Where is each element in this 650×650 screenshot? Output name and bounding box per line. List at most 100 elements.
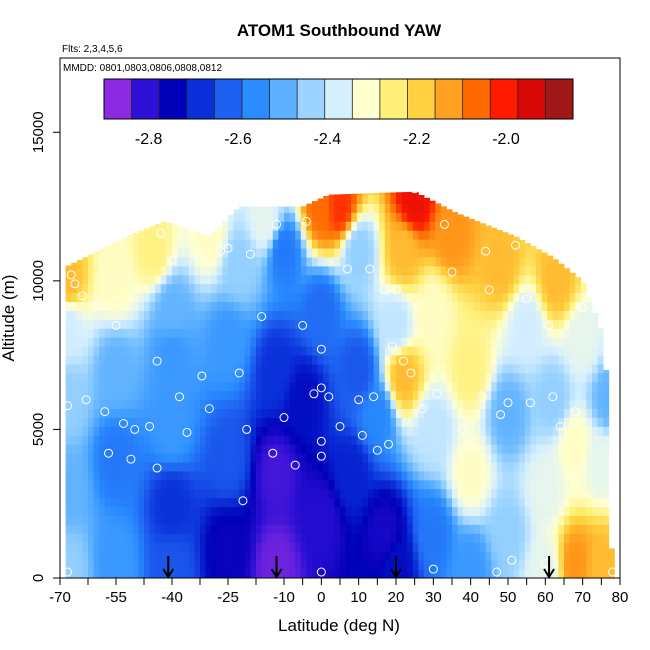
heatmap-cell (278, 248, 285, 258)
heatmap-cell (267, 328, 274, 338)
observation-point (578, 303, 588, 313)
heatmap-cell (356, 506, 363, 516)
heatmap-cell (468, 257, 475, 267)
heatmap-cell (172, 551, 178, 561)
heatmap-cell (256, 506, 262, 516)
heatmap-cell (345, 471, 352, 481)
heatmap-cell (474, 515, 481, 525)
heatmap-cell (384, 444, 391, 454)
heatmap-cell (160, 372, 167, 383)
heatmap-cell (121, 301, 128, 311)
heatmap-cell (323, 266, 330, 276)
heatmap-cell (424, 453, 430, 463)
heatmap-cell (306, 337, 313, 347)
heatmap-cell (480, 283, 486, 294)
heatmap-cell (496, 444, 503, 454)
heatmap-cell (127, 266, 134, 276)
heatmap-cell (552, 453, 559, 463)
heatmap-cell (418, 195, 425, 204)
heatmap-cell (536, 506, 542, 516)
heatmap-cell (244, 506, 251, 516)
heatmap-cell (88, 283, 94, 294)
heatmap-cell (334, 390, 341, 401)
heatmap-cell (440, 453, 447, 463)
heatmap-cell (558, 488, 565, 499)
heatmap-cell (149, 506, 156, 516)
heatmap-cell (379, 390, 386, 401)
heatmap-cell (71, 479, 78, 490)
heatmap-cell (138, 230, 145, 240)
heatmap-cell (446, 346, 453, 356)
heatmap-cell (239, 310, 246, 320)
heatmap-cell (177, 524, 184, 534)
heatmap-cell (71, 408, 78, 418)
heatmap-cell (580, 319, 587, 329)
heatmap-cell (155, 497, 162, 508)
heatmap-cell (362, 542, 369, 552)
heatmap-cell (446, 328, 453, 338)
heatmap-cell (362, 274, 369, 285)
heatmap-cell (356, 488, 363, 499)
heatmap-cell (480, 435, 486, 445)
heatmap-cell (121, 560, 128, 570)
heatmap-cell (424, 248, 430, 258)
heatmap-cell (194, 515, 201, 525)
heatmap-cell (418, 515, 425, 525)
heatmap-cell (71, 301, 78, 311)
heatmap-cell (99, 381, 106, 392)
heatmap-cell (93, 372, 100, 383)
heatmap-cell (289, 417, 296, 427)
heatmap-cell (256, 444, 262, 454)
heatmap-cell (300, 239, 307, 249)
heatmap-cell (121, 515, 128, 525)
heatmap-cell (99, 292, 106, 303)
heatmap-cell (368, 399, 374, 410)
heatmap-cell (110, 417, 117, 427)
heatmap-cell (110, 408, 117, 418)
heatmap-cell (569, 310, 576, 320)
heatmap-cell (368, 212, 374, 222)
heatmap-cell (547, 479, 554, 490)
heatmap-cell (116, 283, 122, 294)
heatmap-cell (373, 239, 380, 249)
heatmap-cell (317, 426, 324, 436)
heatmap-cell (328, 390, 335, 401)
heatmap-cell (65, 560, 72, 570)
heatmap-cell (440, 206, 447, 213)
heatmap-cell (116, 533, 122, 543)
heatmap-cell (524, 364, 531, 374)
heatmap-cell (575, 417, 582, 427)
heatmap-cell (541, 426, 548, 436)
heatmap-cell (491, 462, 498, 472)
heatmap-cell (127, 381, 134, 392)
observation-point (522, 294, 532, 304)
heatmap-cell (508, 390, 514, 401)
heatmap-cell (334, 301, 341, 311)
heatmap-cell (547, 524, 554, 534)
heatmap-cell (104, 246, 111, 249)
heatmap-cell (491, 381, 498, 392)
heatmap-cell (496, 569, 503, 578)
heatmap-cell (272, 515, 279, 525)
heatmap-cell (491, 435, 498, 445)
heatmap-cell (267, 417, 274, 427)
heatmap-cell (463, 497, 470, 508)
heatmap-cell (390, 399, 397, 410)
heatmap-cell (334, 479, 341, 490)
heatmap-cell (457, 230, 464, 240)
heatmap-cell (312, 337, 318, 347)
heatmap-cell (183, 506, 190, 516)
heatmap-cell (351, 193, 358, 196)
heatmap-cell (491, 301, 498, 311)
heatmap-cell (502, 533, 509, 543)
heatmap-cell (592, 408, 598, 418)
heatmap-cell (200, 234, 206, 240)
heatmap-cell (200, 515, 206, 525)
heatmap-cell (144, 533, 150, 543)
heatmap-cell (216, 426, 223, 436)
y-tick-label: 10000 (30, 260, 47, 302)
heatmap-cell (513, 381, 520, 392)
heatmap-cell (496, 266, 503, 276)
heatmap-cell (160, 337, 167, 347)
heatmap-cell (228, 542, 234, 552)
